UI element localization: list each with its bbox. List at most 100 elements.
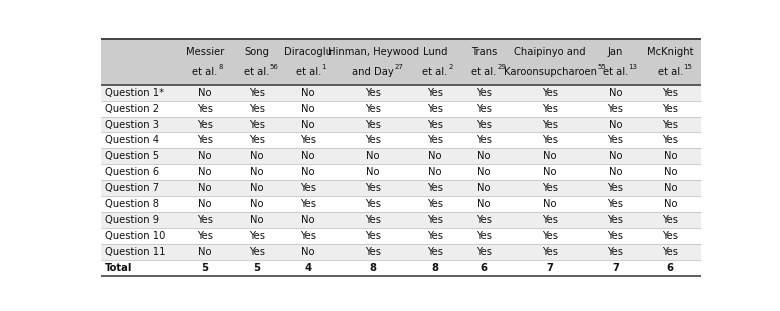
Text: Question 8: Question 8 (105, 199, 159, 209)
Text: 15: 15 (683, 63, 693, 70)
Text: Question 3: Question 3 (105, 119, 159, 129)
Text: No: No (301, 88, 315, 98)
Text: Yes: Yes (476, 247, 492, 257)
Text: 8: 8 (431, 263, 438, 273)
Text: 6: 6 (667, 263, 674, 273)
Text: Yes: Yes (608, 247, 623, 257)
Text: Yes: Yes (249, 135, 264, 146)
Bar (101, 196, 700, 212)
Text: Diracoglu: Diracoglu (284, 47, 332, 58)
Text: Yes: Yes (542, 215, 558, 225)
Bar (101, 180, 700, 196)
Text: Yes: Yes (300, 135, 316, 146)
Text: Yes: Yes (197, 215, 213, 225)
Text: Yes: Yes (365, 88, 381, 98)
Text: Yes: Yes (542, 231, 558, 241)
Text: Question 2: Question 2 (105, 104, 159, 114)
Text: No: No (477, 199, 491, 209)
Bar (101, 148, 700, 164)
Text: Yes: Yes (608, 231, 623, 241)
Text: Yes: Yes (542, 88, 558, 98)
Text: Yes: Yes (197, 104, 213, 114)
Text: Karoonsupcharoen: Karoonsupcharoen (504, 67, 597, 77)
Text: Yes: Yes (300, 231, 316, 241)
Text: Yes: Yes (197, 119, 213, 129)
Text: No: No (198, 183, 212, 193)
Text: Question 7: Question 7 (105, 183, 159, 193)
Text: No: No (250, 199, 264, 209)
Bar (101, 244, 700, 260)
Text: Yes: Yes (427, 135, 443, 146)
Text: No: No (664, 183, 677, 193)
Text: No: No (544, 199, 557, 209)
Text: Yes: Yes (427, 183, 443, 193)
Text: Yes: Yes (542, 135, 558, 146)
Text: No: No (250, 167, 264, 177)
Text: No: No (428, 167, 441, 177)
Text: Yes: Yes (197, 231, 213, 241)
Text: No: No (198, 151, 212, 161)
Text: Yes: Yes (365, 104, 381, 114)
Text: Yes: Yes (542, 104, 558, 114)
Text: No: No (664, 167, 677, 177)
Text: No: No (608, 88, 622, 98)
Text: 55: 55 (597, 63, 606, 70)
Text: Yes: Yes (249, 104, 264, 114)
Text: No: No (198, 199, 212, 209)
Text: No: No (198, 167, 212, 177)
Text: et al.: et al. (193, 67, 218, 77)
Text: 4: 4 (305, 263, 312, 273)
Bar (101, 85, 700, 101)
Text: Yes: Yes (476, 215, 492, 225)
Text: Yes: Yes (249, 247, 264, 257)
Text: Yes: Yes (365, 247, 381, 257)
Text: No: No (301, 215, 315, 225)
Bar (101, 117, 700, 132)
Text: Yes: Yes (542, 183, 558, 193)
Text: Yes: Yes (365, 231, 381, 241)
Text: Yes: Yes (365, 199, 381, 209)
Text: No: No (367, 167, 380, 177)
Text: Yes: Yes (300, 183, 316, 193)
Text: Yes: Yes (249, 231, 264, 241)
Text: No: No (544, 151, 557, 161)
Text: Yes: Yes (608, 135, 623, 146)
Text: No: No (608, 167, 622, 177)
Text: No: No (428, 151, 441, 161)
Text: Question 6: Question 6 (105, 167, 159, 177)
Text: No: No (301, 247, 315, 257)
Text: 7: 7 (547, 263, 554, 273)
Text: No: No (301, 104, 315, 114)
Text: Yes: Yes (300, 199, 316, 209)
Text: No: No (250, 151, 264, 161)
Text: Trans: Trans (471, 47, 498, 58)
Text: Chaipinyo and: Chaipinyo and (514, 47, 586, 58)
Text: No: No (250, 183, 264, 193)
Text: Yes: Yes (476, 231, 492, 241)
Text: Yes: Yes (662, 119, 679, 129)
Text: Yes: Yes (608, 183, 623, 193)
Text: Yes: Yes (608, 104, 623, 114)
Bar (101, 164, 700, 180)
Text: Song: Song (244, 47, 269, 58)
Text: Yes: Yes (542, 247, 558, 257)
Text: Question 4: Question 4 (105, 135, 159, 146)
Text: Yes: Yes (662, 88, 679, 98)
Text: Yes: Yes (427, 247, 443, 257)
Text: 5: 5 (254, 263, 260, 273)
Text: Question 10: Question 10 (105, 231, 165, 241)
Text: 1: 1 (321, 63, 326, 70)
Text: Jan: Jan (608, 47, 623, 58)
Text: No: No (250, 215, 264, 225)
Text: No: No (544, 167, 557, 177)
Text: Yes: Yes (427, 231, 443, 241)
Text: Question 9: Question 9 (105, 215, 159, 225)
Text: 6: 6 (480, 263, 488, 273)
Text: McKnight: McKnight (647, 47, 693, 58)
Text: 8: 8 (218, 63, 223, 70)
Text: Yes: Yes (662, 104, 679, 114)
Text: Yes: Yes (427, 88, 443, 98)
Text: Yes: Yes (662, 215, 679, 225)
Text: 27: 27 (395, 63, 403, 70)
Text: Question 5: Question 5 (105, 151, 159, 161)
